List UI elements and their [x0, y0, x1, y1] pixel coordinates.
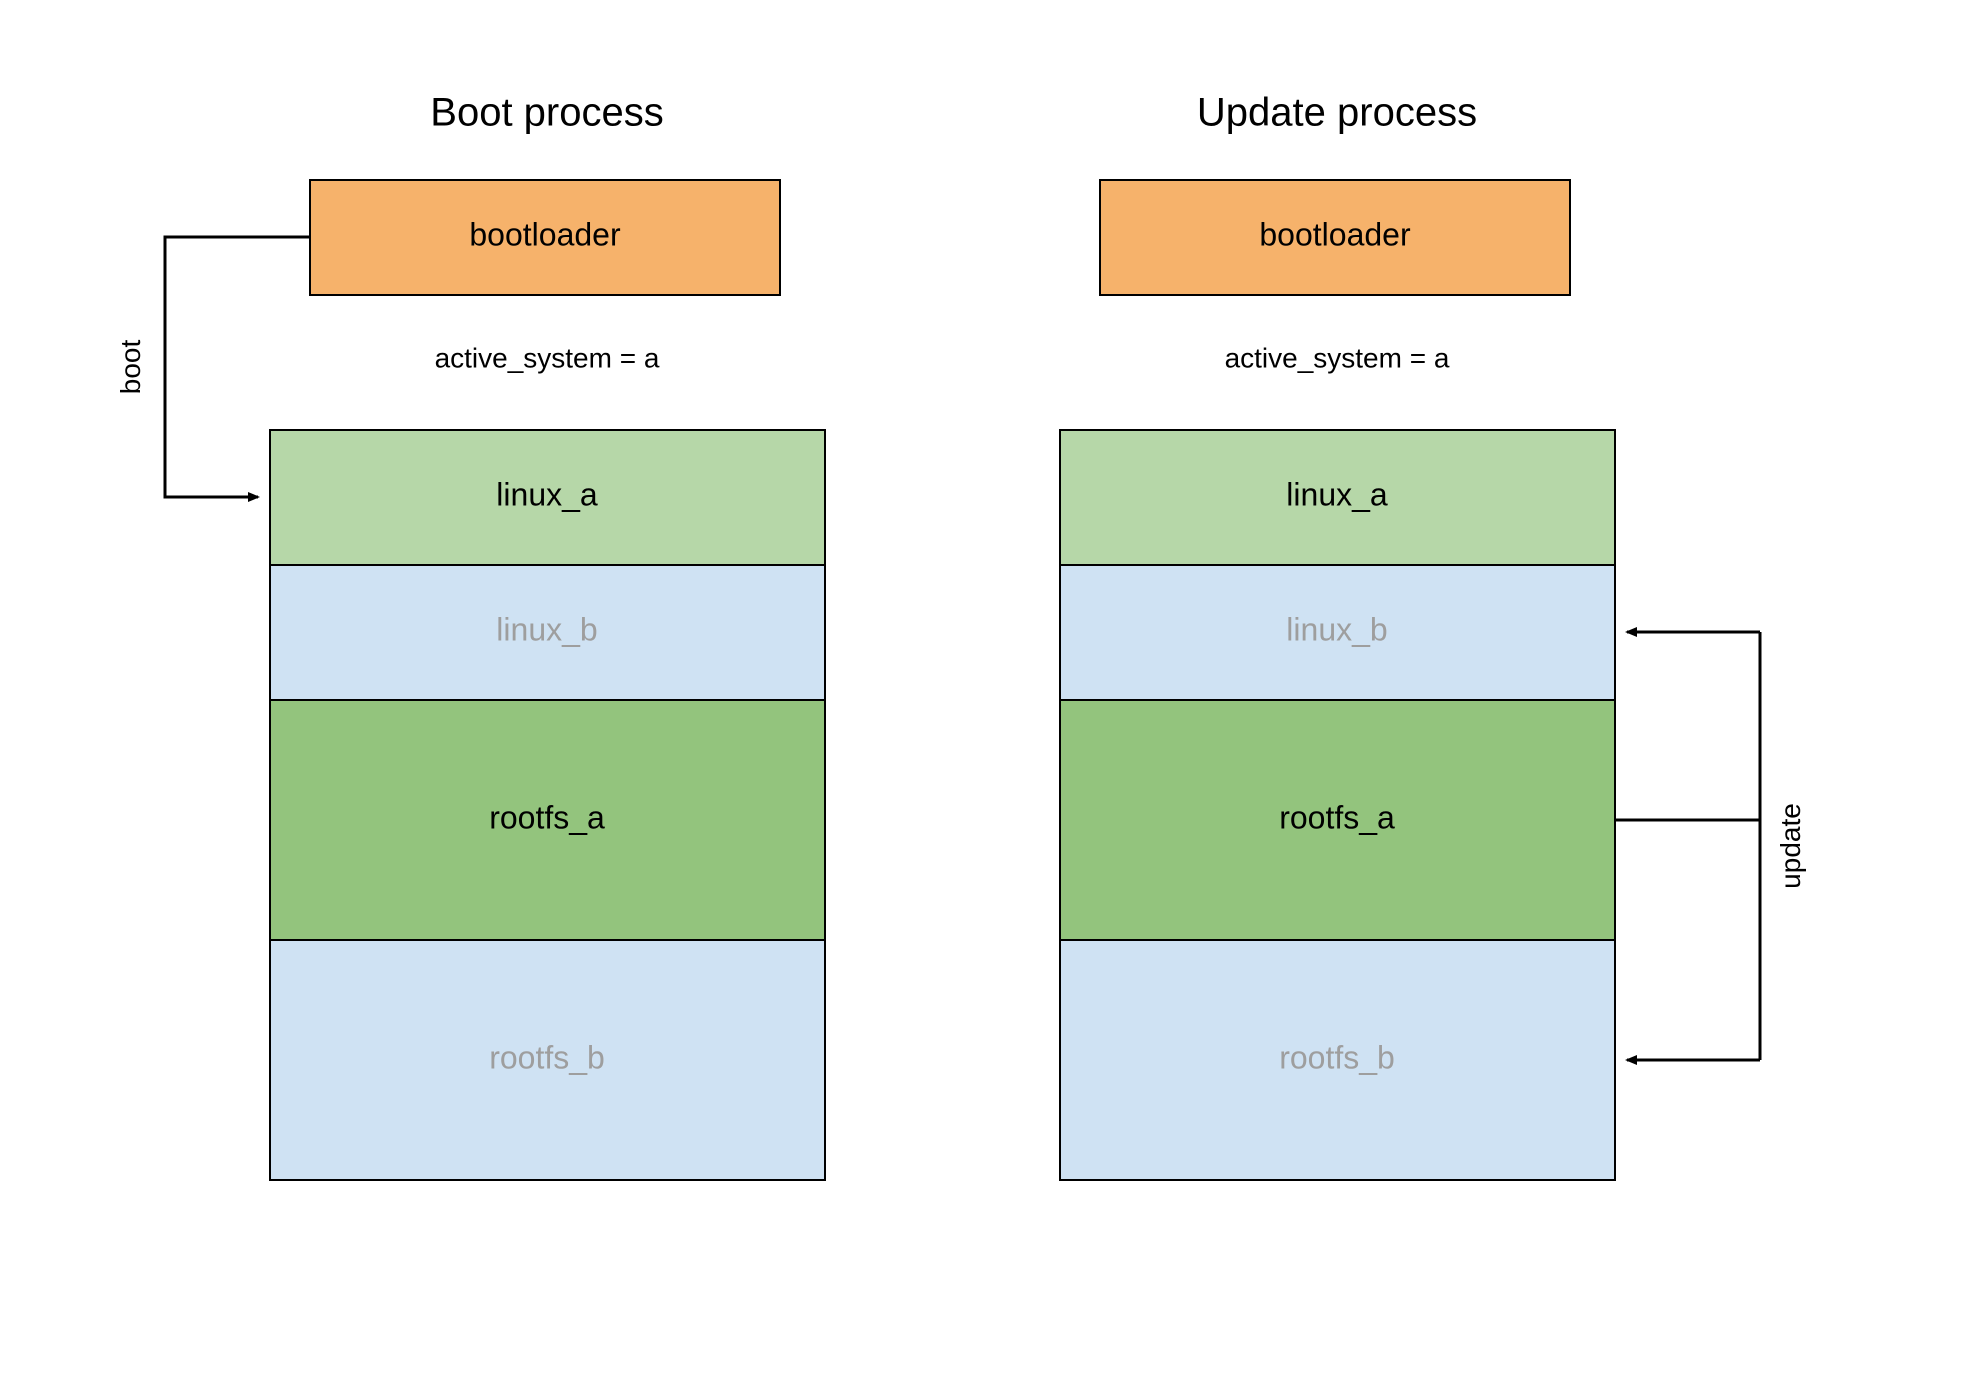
active-system-caption-right: active_system = a — [1225, 342, 1450, 373]
partition-linux-b-right-label: linux_b — [1286, 611, 1387, 647]
bootloader-label-left: bootloader — [469, 216, 621, 252]
partition-rootfs-a-left-label: rootfs_a — [489, 799, 605, 835]
update-process-title: Update process — [1197, 91, 1477, 135]
boot-process-column: Boot process bootloader active_system = … — [115, 91, 825, 1180]
partition-rootfs-b-left-label: rootfs_b — [489, 1039, 605, 1075]
boot-process-title: Boot process — [430, 91, 663, 135]
update-arrow-label: update — [1775, 803, 1806, 889]
update-process-column: Update process bootloader active_system … — [1060, 91, 1806, 1180]
partition-linux-a-right-label: linux_a — [1286, 476, 1388, 512]
active-system-caption-left: active_system = a — [435, 342, 660, 373]
partition-linux-b-left-label: linux_b — [496, 611, 597, 647]
partition-stack-right: linux_a linux_b rootfs_a rootfs_b — [1060, 430, 1615, 1180]
update-arrow-group — [1615, 632, 1760, 1060]
bootloader-label-right: bootloader — [1259, 216, 1411, 252]
ab-system-diagram: Boot process bootloader active_system = … — [0, 0, 1983, 1389]
partition-rootfs-a-right-label: rootfs_a — [1279, 799, 1395, 835]
partition-stack-left: linux_a linux_b rootfs_a rootfs_b — [270, 430, 825, 1180]
partition-linux-a-left-label: linux_a — [496, 476, 598, 512]
partition-rootfs-b-right-label: rootfs_b — [1279, 1039, 1395, 1075]
boot-arrow-label: boot — [115, 340, 146, 395]
